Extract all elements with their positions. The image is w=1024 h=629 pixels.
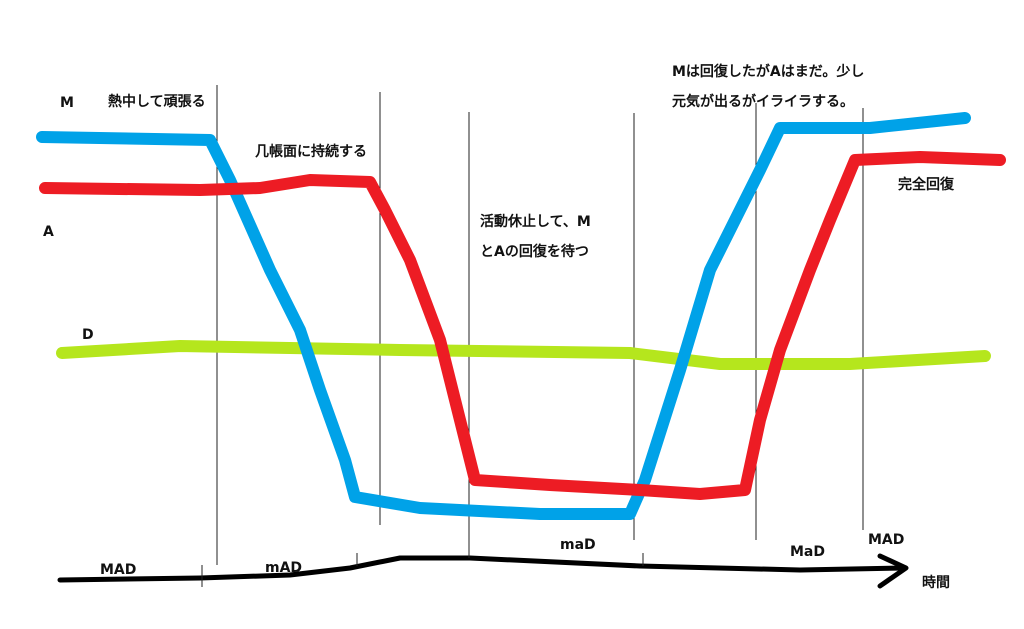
axis-label: 時間	[922, 574, 950, 591]
phase-text: Mは回復したがAはまだ。少し	[672, 63, 864, 80]
state-label: maD	[560, 537, 596, 553]
m-curve	[36, 112, 971, 520]
state-label: mAD	[265, 560, 302, 576]
phase-text: 元気が出るがイライラする。	[672, 93, 854, 110]
phase-text: 完全回復	[898, 176, 955, 193]
phase-text: 几帳面に持続する	[255, 143, 367, 160]
state-label: MaD	[790, 544, 825, 560]
phase-text: とAの回復を待つ	[480, 243, 589, 260]
a-curve	[39, 151, 1006, 500]
phase-text: 熱中して頑張る	[108, 93, 206, 110]
state-label: MAD	[100, 562, 136, 578]
curve-label: D	[82, 327, 94, 343]
arrow-head	[877, 553, 909, 589]
phase-text: 活動休止して、M	[480, 213, 591, 230]
curve-label: A	[43, 224, 54, 240]
d-curve	[56, 340, 991, 370]
state-label: MAD	[868, 532, 904, 548]
curve-label: M	[60, 95, 74, 111]
time-arrow	[57, 555, 908, 583]
